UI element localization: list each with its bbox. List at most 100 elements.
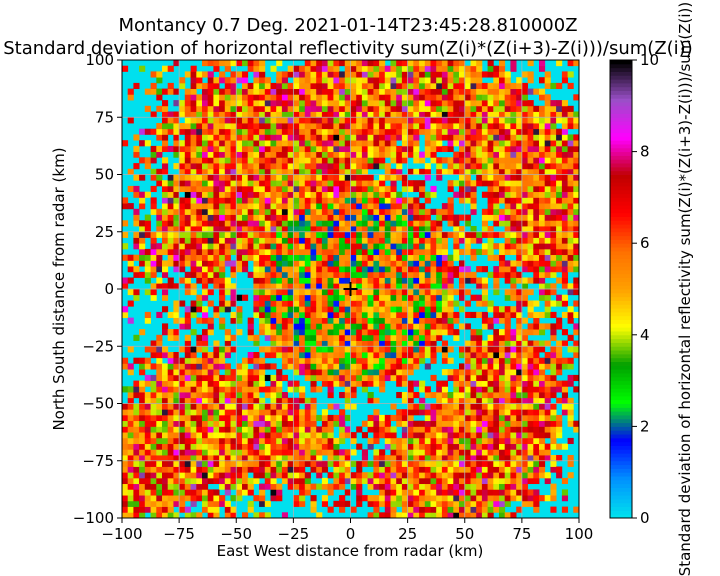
field-cell [367,460,374,467]
field-cell [459,100,466,107]
field-cell [219,477,226,485]
field-cell [219,151,226,158]
field-cell [202,414,209,422]
field-cell [521,495,529,502]
field-cell [441,277,449,284]
field-cell [367,323,374,330]
field-cell [367,294,374,301]
field-cell [407,237,414,244]
field-cell [493,397,500,404]
field-cell [213,260,220,267]
field-cell [150,168,157,175]
field-cell [344,426,351,433]
field-cell [379,294,386,301]
field-cell [539,432,546,439]
field-cell [379,357,386,364]
field-cell [379,271,386,278]
field-cell [242,208,249,215]
field-cell [453,455,460,462]
field-cell [476,374,483,382]
field-cell [441,214,449,221]
field-cell [213,174,220,181]
field-cell [310,466,317,473]
field-cell [379,243,386,250]
field-cell [276,71,283,78]
field-cell [493,231,500,238]
field-cell [379,386,386,393]
field-cell [213,266,220,273]
field-cell [230,220,237,227]
field-cell [236,243,243,250]
field-cell [264,231,271,238]
field-cell [510,455,517,462]
field-cell [339,254,346,261]
field-cell [242,111,249,118]
field-cell [293,111,300,118]
field-cell [487,214,494,221]
field-cell [384,88,391,95]
field-cell [487,174,494,181]
field-cell [344,346,351,353]
field-cell [470,134,477,141]
field-cell [224,237,231,244]
field-cell [436,283,443,290]
field-cell [476,455,483,462]
field-cell [521,392,529,399]
field-cell [436,231,443,238]
field-cell [476,231,483,238]
field-cell [539,128,546,135]
field-cell [527,357,534,364]
field-cell [224,397,231,404]
field-cell [310,369,317,376]
field-cell [321,191,329,198]
field-cell [487,397,494,404]
field-cell [430,500,437,507]
field-cell [316,254,323,261]
field-cell [287,197,294,204]
field-cell [253,443,260,450]
field-cell [516,323,523,330]
field-cell [122,231,129,238]
field-cell [167,432,174,439]
field-cell [413,82,420,90]
field-cell [230,157,237,164]
field-cell [167,237,174,244]
field-cell [333,174,340,181]
field-cell [379,432,386,439]
field-cell [184,248,191,256]
field-cell [487,94,494,101]
field-cell [453,512,460,519]
field-cell [264,117,271,124]
field-cell [356,472,363,479]
field-cell [430,460,437,467]
field-cell [196,466,203,473]
field-cell [396,472,403,479]
field-cell [179,260,186,267]
field-cell [533,329,540,336]
field-cell [207,495,214,502]
field-cell [333,311,340,319]
field-cell [264,294,271,301]
field-cell [230,60,237,67]
field-cell [276,157,283,164]
field-cell [533,380,540,387]
field-cell [122,460,129,467]
field-cell [493,466,500,473]
field-cell [139,392,146,399]
field-cell [173,163,180,170]
field-cell [447,495,454,502]
field-cell [413,266,420,273]
field-cell [230,243,237,250]
field-cell [521,197,529,204]
field-cell [333,71,340,78]
field-cell [401,254,409,261]
field-cell [527,409,534,416]
field-cell [401,266,409,273]
field-cell [219,214,226,221]
field-cell [390,289,397,296]
field-cell [287,266,294,273]
field-cell [219,208,226,215]
field-cell [150,363,157,370]
field-cell [459,466,466,473]
field-cell [259,323,266,330]
